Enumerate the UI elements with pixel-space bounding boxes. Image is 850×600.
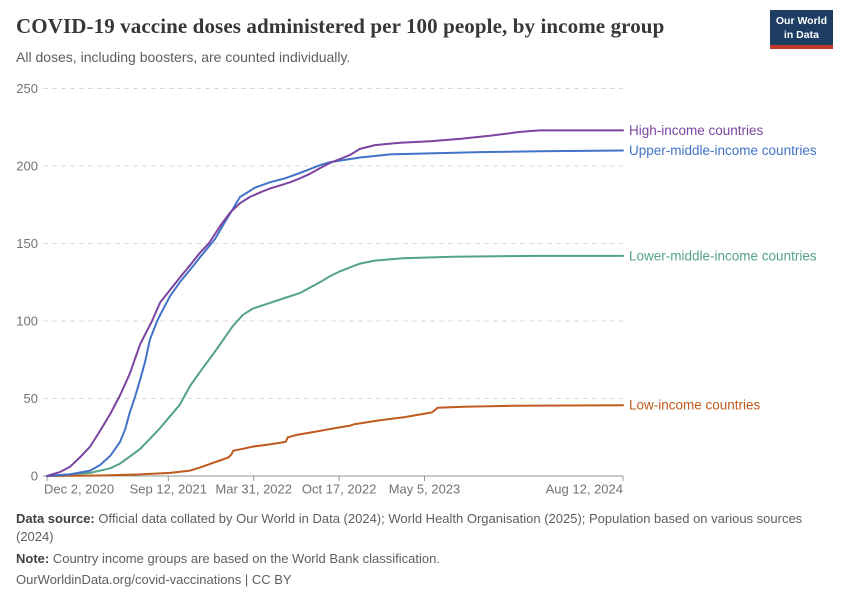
x-tick-label-0: Dec 2, 2020 — [44, 482, 114, 497]
datasource-label: Data source: — [16, 511, 95, 526]
chart-footer: Data source: Official data collated by O… — [16, 510, 816, 593]
series-label-upper-middle-income-countries[interactable]: Upper-middle-income countries — [629, 143, 817, 158]
series-line-lower-middle-income-countries[interactable] — [46, 254, 624, 477]
series-line-low-income-countries[interactable] — [46, 404, 624, 477]
series-label-low-income-countries[interactable]: Low-income countries — [629, 398, 761, 413]
datasource-text: Official data collated by Our World in D… — [16, 511, 803, 545]
note-line: Note: Country income groups are based on… — [16, 550, 816, 568]
x-tick-label-1: Sep 12, 2021 — [130, 482, 207, 497]
y-tick-label-100: 100 — [16, 314, 38, 329]
series-line-upper-middle-income-countries[interactable] — [46, 149, 624, 477]
page-title: COVID-19 vaccine doses administered per … — [16, 14, 665, 38]
series-label-high-income-countries[interactable]: High-income countries — [629, 123, 764, 138]
y-tick-label-0: 0 — [31, 469, 38, 484]
citation-url[interactable]: OurWorldinData.org/covid-vaccinations — [16, 572, 242, 588]
series-line-high-income-countries[interactable] — [46, 129, 624, 477]
note-label: Note: — [16, 550, 50, 566]
y-tick-label-150: 150 — [16, 236, 38, 251]
chart-canvas: 0 50 100 150 200 250 Dec 2, 2020 Sep 12, 2021 Ma… — [16, 81, 817, 497]
series-label-lower-middle-income-countries[interactable]: Lower-middle-income countries — [629, 248, 817, 263]
owid-logo[interactable]: Our World in Data — [769, 10, 833, 50]
x-tick-label-5: Aug 12, 2024 — [546, 482, 623, 497]
citation-license: CC BY — [251, 572, 292, 588]
citation-line: OurWorldinData.org/covid-vaccinations | … — [16, 571, 816, 589]
y-tick-label-50: 50 — [24, 391, 38, 406]
y-tick-label-200: 200 — [16, 159, 38, 174]
note-text: Country income groups are based on the W… — [49, 550, 440, 566]
citation-separator: | — [241, 572, 252, 588]
x-tick-label-2: Mar 31, 2022 — [215, 482, 292, 497]
x-tick-label-4: May 5, 2023 — [389, 482, 461, 497]
chart-subtitle: All doses, including boosters, are count… — [16, 49, 351, 65]
y-tick-label-250: 250 — [16, 81, 38, 96]
x-tick-label-3: Oct 17, 2022 — [302, 482, 376, 497]
owid-logo-line1: Our World — [775, 15, 827, 27]
datasource-line: Data source: Official data collated by O… — [16, 510, 816, 547]
owid-logo-line2: in Data — [783, 28, 819, 41]
